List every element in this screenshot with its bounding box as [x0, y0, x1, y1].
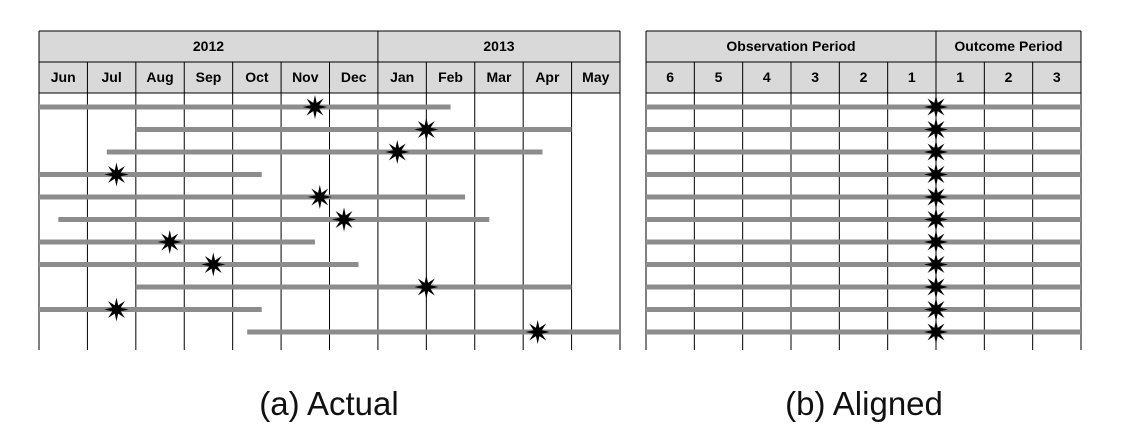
timeline-bar — [646, 104, 1081, 110]
timeline-bar — [39, 307, 262, 312]
timeline-bar — [646, 307, 1081, 312]
timeline-bar — [646, 149, 1081, 155]
aligned-column-label: 4 — [763, 69, 771, 85]
timeline-bar — [39, 104, 451, 110]
event-star-icon — [924, 162, 948, 187]
timeline-bar — [646, 127, 1081, 132]
timeline-bar — [247, 329, 621, 335]
actual-column-label: Feb — [438, 69, 463, 85]
aligned-column-label: 1 — [956, 69, 964, 85]
event-star-icon — [924, 230, 948, 254]
timeline-bar — [58, 217, 490, 222]
event-star-icon — [924, 320, 948, 344]
timeline-bar — [646, 194, 1081, 200]
aligned-column-label: 2 — [1005, 69, 1013, 85]
actual-column-label: Jul — [102, 69, 122, 85]
event-star-icon — [157, 230, 182, 254]
actual-group-label: 2012 — [193, 38, 224, 54]
aligned-column-label: 6 — [666, 69, 674, 85]
event-star-icon — [924, 275, 948, 299]
event-star-icon — [385, 140, 410, 164]
event-star-icon — [924, 297, 948, 322]
timeline-bar — [135, 127, 572, 132]
actual-column-label: Jun — [51, 69, 76, 85]
timeline-bar — [646, 262, 1081, 267]
event-star-icon — [307, 185, 332, 209]
timeline-bar — [646, 172, 1081, 177]
actual-column-label: May — [582, 69, 609, 85]
event-star-icon — [201, 252, 226, 277]
actual-group-label: 2013 — [483, 38, 514, 54]
aligned-column-label: 5 — [715, 69, 723, 85]
event-star-icon — [414, 275, 439, 299]
timeline-bar — [39, 262, 359, 267]
actual-column-label: Apr — [535, 69, 560, 85]
event-star-icon — [924, 185, 948, 209]
actual-column-label: Dec — [341, 69, 367, 85]
aligned-column-label: 1 — [908, 69, 916, 85]
event-star-icon — [924, 252, 948, 277]
event-star-icon — [924, 207, 948, 232]
actual-column-label: Jan — [390, 69, 414, 85]
timeline-bar — [646, 239, 1081, 245]
event-star-icon — [924, 95, 948, 119]
timeline-bar — [646, 284, 1081, 290]
event-star-icon — [104, 297, 129, 322]
event-star-icon — [414, 117, 439, 142]
aligned-caption: (b) Aligned — [785, 385, 943, 422]
event-star-icon — [332, 207, 357, 232]
event-star-icon — [104, 162, 129, 187]
aligned-column-label: 3 — [1053, 69, 1061, 85]
timeline-bar — [39, 194, 466, 200]
actual-column-label: Oct — [245, 69, 269, 85]
aligned-group-label: Outcome Period — [954, 38, 1062, 54]
actual-caption: (a) Actual — [259, 385, 398, 422]
event-star-icon — [302, 95, 327, 119]
timeline-bar — [646, 217, 1081, 222]
timeline-bar — [39, 172, 262, 177]
event-star-icon — [924, 117, 948, 142]
actual-column-label: Mar — [487, 69, 512, 85]
actual-column-label: Sep — [196, 69, 222, 85]
timeline-bar — [106, 149, 543, 155]
aligned-panel: Observation Period Outcome Period 6 5 4 3 2 1 1 2… — [645, 30, 1082, 350]
actual-column-label: Nov — [292, 69, 319, 85]
event-star-icon — [525, 320, 550, 344]
aligned-column-label: 2 — [860, 69, 868, 85]
event-star-icon — [924, 140, 948, 164]
timeline-bar — [135, 284, 572, 290]
timeline-bar — [646, 329, 1081, 335]
actual-column-label: Aug — [146, 69, 173, 85]
actual-panel: 2012 2013 Jun Jul Aug Sep Oct Nov Dec Jan Feb Mar Ap… — [38, 30, 621, 350]
aligned-group-label: Observation Period — [726, 38, 855, 54]
aligned-column-label: 3 — [811, 69, 819, 85]
